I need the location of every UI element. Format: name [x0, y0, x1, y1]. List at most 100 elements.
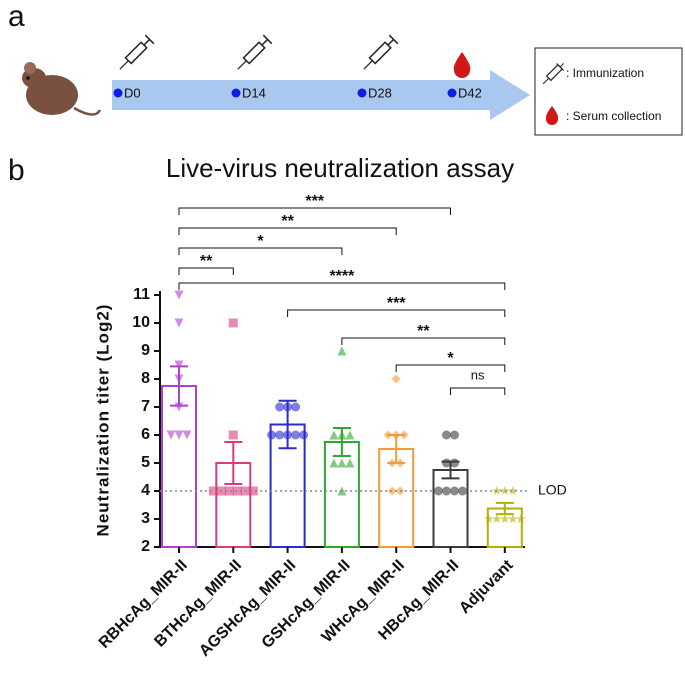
y-tick-label: 5 [141, 454, 150, 471]
data-point [174, 290, 184, 300]
timeline-day: D42 [458, 85, 482, 100]
significance-bracket [178, 267, 234, 275]
error-bar [221, 441, 246, 485]
syringe-needle [363, 60, 373, 70]
data-point [337, 458, 347, 468]
significance-bracket [341, 337, 506, 345]
significance-label: * [257, 233, 264, 250]
data-point [174, 360, 184, 370]
data-point [345, 458, 355, 468]
syringe-icon [363, 34, 399, 70]
data-point [458, 486, 467, 496]
timeline-day: D14 [242, 85, 266, 100]
y-tick-label: 10 [132, 314, 150, 331]
data-point [232, 486, 242, 496]
significance-bracket [178, 247, 343, 255]
error-bar [167, 365, 191, 407]
data-point [387, 486, 397, 496]
data-point [224, 486, 234, 496]
data-point [391, 374, 401, 384]
y-tick-label: 3 [141, 510, 150, 527]
y-axis-label: Neutralization titer (Log2) [93, 304, 112, 537]
syringe-body [368, 41, 392, 65]
data-point [174, 318, 184, 328]
syringe-handle [262, 34, 273, 45]
significance-label: *** [387, 295, 406, 312]
error-bar [384, 434, 409, 464]
data-point [291, 402, 301, 412]
syringe-needle [237, 60, 247, 70]
significance-label: ns [471, 367, 485, 382]
data-point [208, 486, 218, 496]
y-tick-label: 4 [141, 482, 150, 499]
data-point [182, 430, 192, 440]
data-point [329, 458, 339, 468]
data-point [450, 430, 459, 440]
data-point [228, 430, 238, 440]
legend-text: : Serum collection [566, 109, 661, 123]
significance-bracket [450, 387, 506, 395]
y-tick-label: 6 [141, 426, 150, 443]
significance-bracket [178, 207, 451, 215]
error-bar [438, 460, 463, 480]
significance-bracket [178, 227, 397, 235]
data-point [228, 318, 238, 328]
data-point [299, 430, 309, 440]
timeline-arrow [112, 70, 530, 120]
significance-label: * [447, 350, 454, 367]
syringe-icon [119, 34, 155, 70]
legend-text: : Immunization [566, 66, 644, 80]
significance-bracket [287, 309, 506, 317]
syringe-legend-icon [542, 63, 564, 85]
timeline-day: D0 [124, 85, 141, 100]
blood-drop-legend-icon [545, 106, 559, 125]
chart-title: Live-virus neutralization assay [166, 153, 514, 183]
significance-bracket [395, 364, 506, 372]
data-point [337, 346, 347, 356]
data-point [484, 514, 494, 524]
data-point [267, 430, 277, 440]
syringe-body [124, 41, 148, 65]
data-point [345, 430, 355, 440]
data-point [516, 514, 526, 524]
significance-label: ** [417, 323, 430, 340]
error-bar [275, 399, 300, 450]
timeline-dot [231, 88, 241, 98]
data-point [248, 486, 258, 496]
panel-label: a [8, 0, 25, 33]
data-point [508, 486, 518, 496]
y-tick-label: 2 [141, 538, 150, 555]
y-tick-label: 7 [141, 398, 150, 415]
significance-label: *** [305, 193, 324, 210]
legend-box [534, 47, 683, 136]
x-tick-label: AGSHcAg_MIR-II [196, 557, 299, 660]
timeline-day: D28 [368, 85, 392, 100]
timeline-dot [447, 88, 457, 98]
data-point [166, 430, 176, 440]
significance-label: ** [200, 253, 213, 270]
syringe-handle [144, 34, 155, 45]
significance-label: **** [329, 268, 355, 285]
data-point [500, 486, 510, 496]
error-bar [492, 501, 517, 516]
timeline-dot [113, 88, 123, 98]
data-point [500, 514, 510, 524]
syringe-plunger [143, 38, 151, 46]
y-tick-label: 9 [141, 342, 150, 359]
significance-label: ** [281, 213, 294, 230]
data-point [450, 486, 459, 496]
x-tick-label: Adjuvant [456, 556, 517, 617]
lod-label: LOD [538, 482, 567, 498]
data-point [508, 514, 518, 524]
syringe-body [242, 41, 266, 65]
x-tick-label: RBHcAg_MIR-II [96, 557, 191, 652]
syringe-needle [119, 60, 129, 70]
data-point [291, 430, 301, 440]
blood-drop-icon [453, 52, 471, 78]
data-point [434, 486, 443, 496]
y-tick-label: 11 [133, 286, 150, 303]
error-bar [329, 427, 354, 457]
bar [432, 469, 469, 548]
syringe-plunger [261, 38, 269, 46]
data-point [275, 430, 285, 440]
